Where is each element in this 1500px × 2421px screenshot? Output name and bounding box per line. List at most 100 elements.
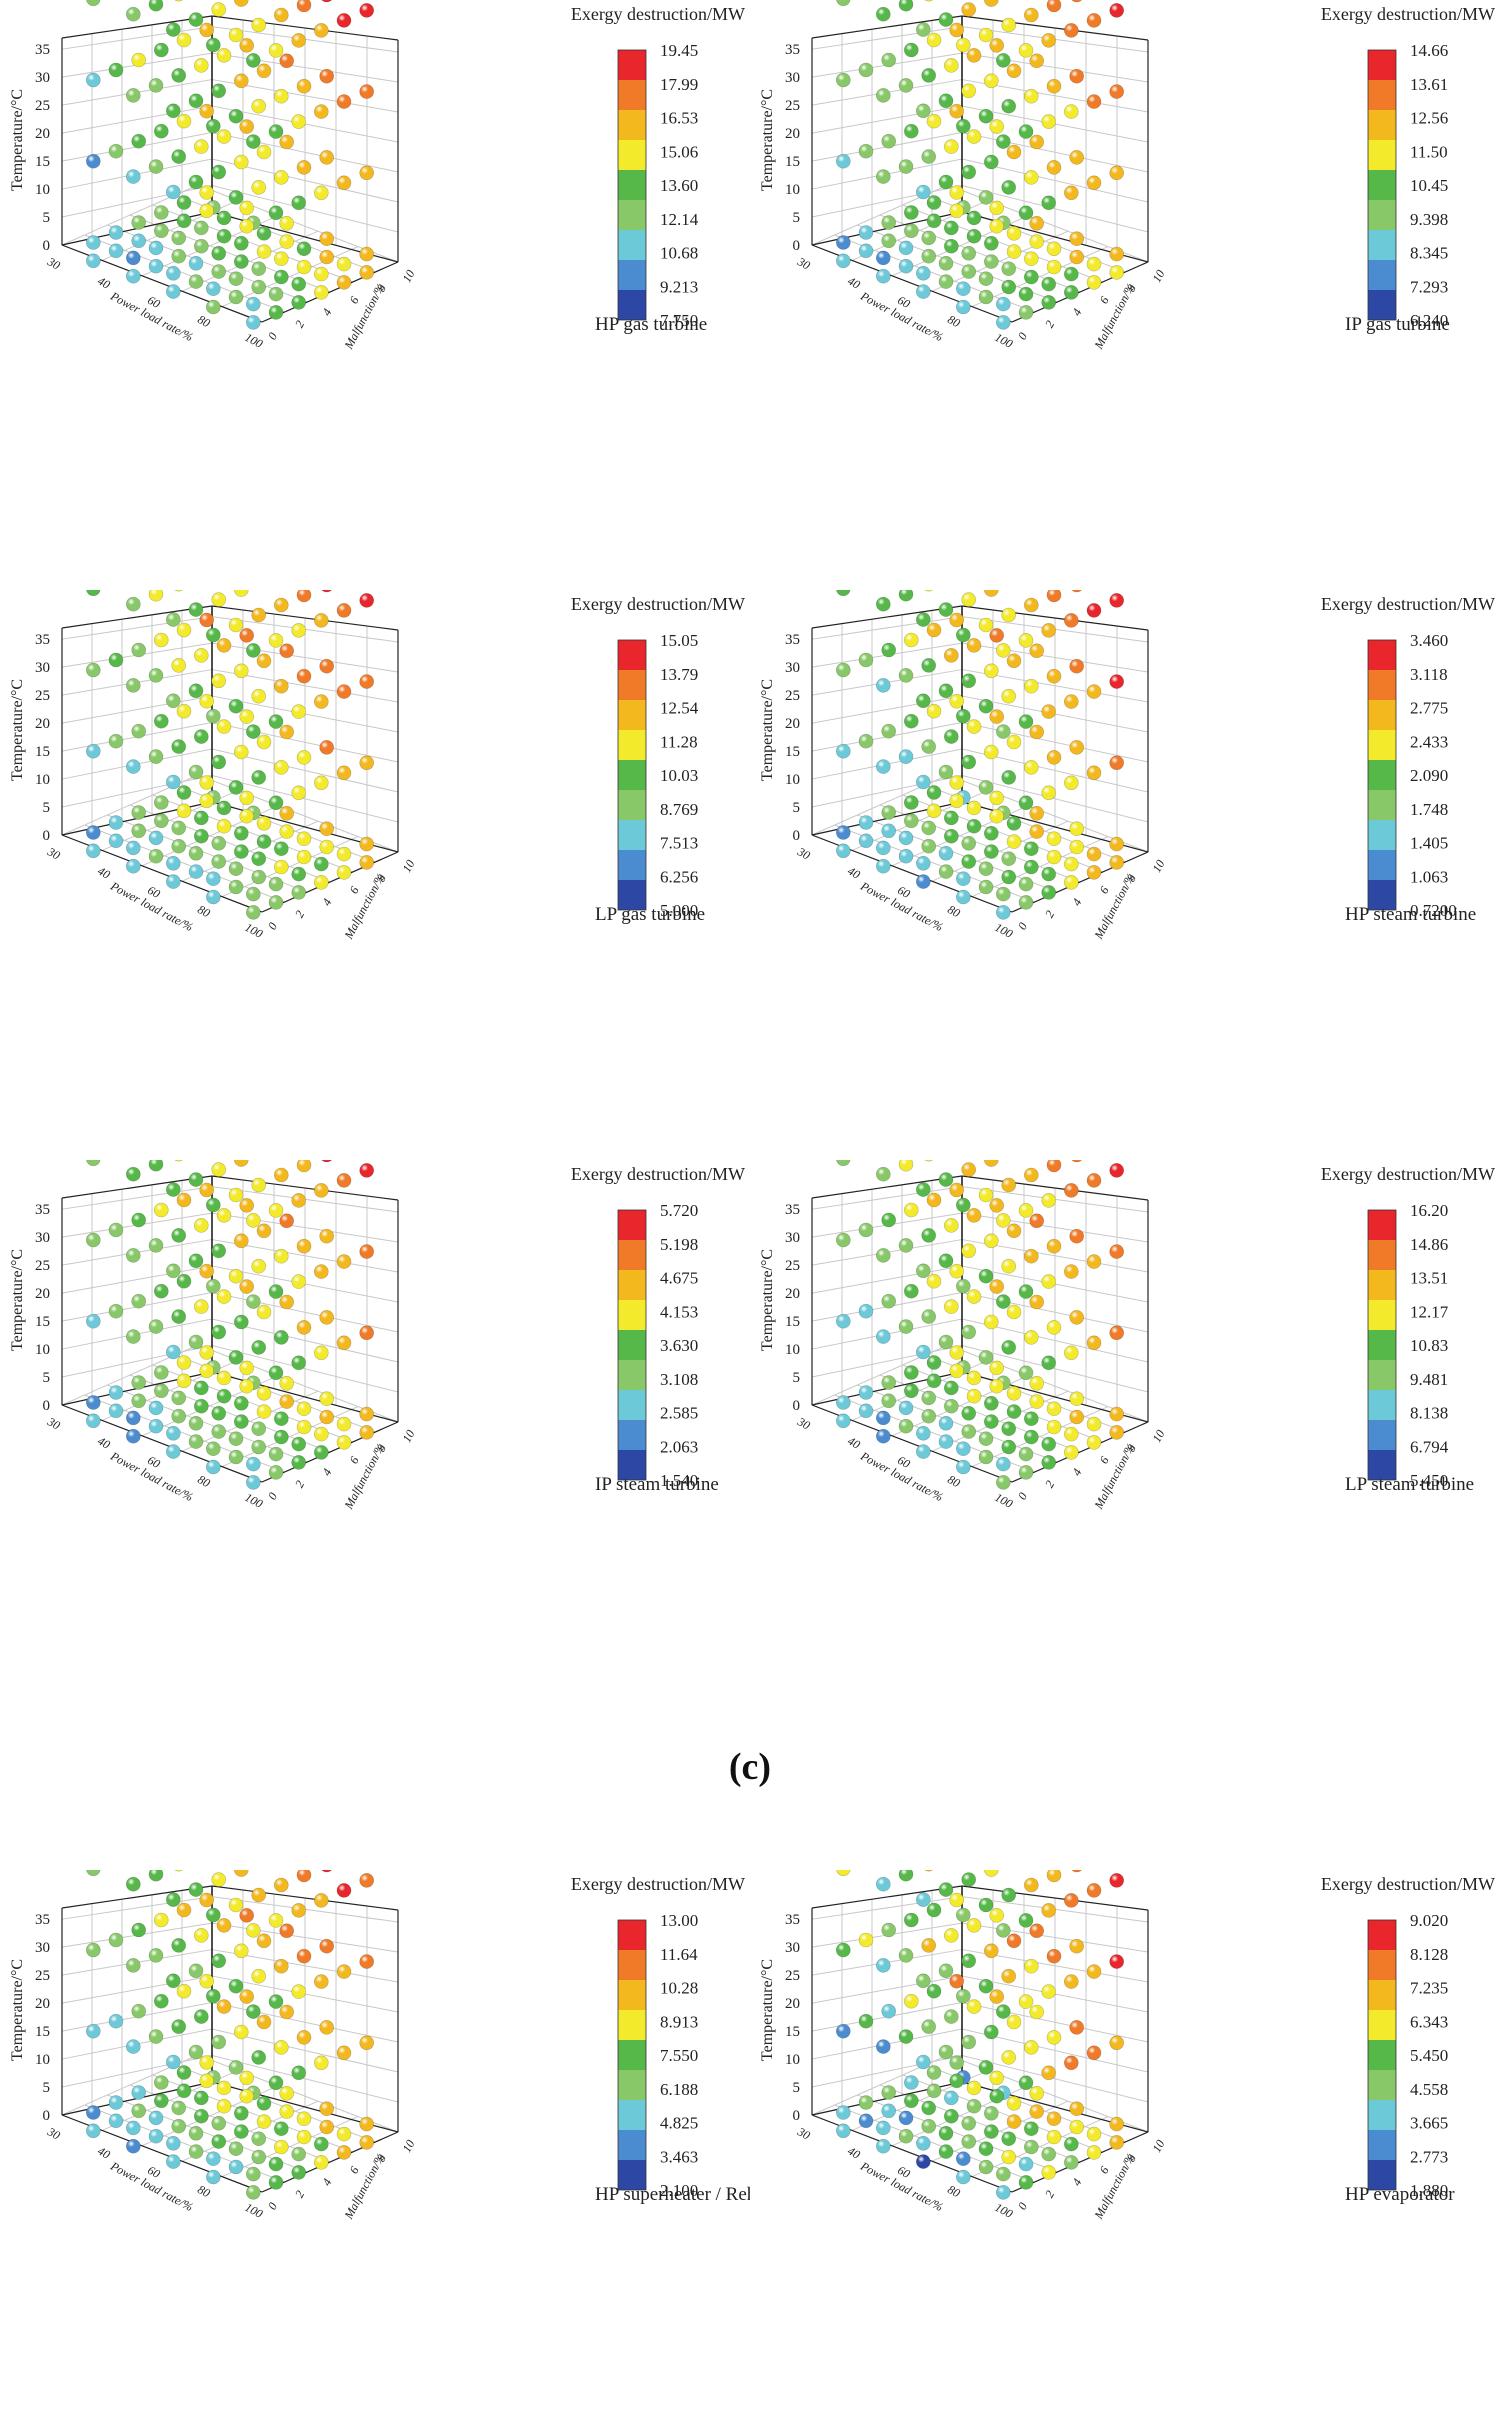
data-point [1041, 295, 1057, 310]
data-point [916, 2054, 931, 2070]
data-point [1023, 1429, 1039, 1445]
data-point [154, 42, 169, 58]
data-point [949, 1892, 964, 1908]
data-point [1001, 261, 1017, 277]
data-point [319, 249, 335, 265]
z-tick-label: 15 [785, 1314, 800, 1330]
data-point [836, 2105, 851, 2120]
data-point [984, 1414, 999, 1429]
data-point [1046, 0, 1062, 13]
z-tick-label: 5 [793, 2080, 801, 2096]
data-point [313, 1183, 329, 1198]
data-point [296, 1320, 312, 1335]
data-point [256, 653, 272, 669]
data-point [194, 139, 209, 154]
colorbar-segment [618, 140, 646, 170]
z-tick-label: 35 [35, 42, 50, 58]
data-point [291, 1355, 307, 1371]
data-point [984, 254, 999, 269]
x-tick-label: 30 [44, 844, 62, 862]
data-point [268, 1994, 284, 2009]
data-point [966, 129, 982, 144]
z-tick-label: 30 [785, 70, 800, 86]
data-point [296, 1870, 312, 1883]
data-point [176, 1983, 192, 1999]
data-point [211, 836, 226, 851]
data-point [1071, 1870, 1083, 1873]
data-point [904, 1283, 919, 1299]
data-point [319, 740, 335, 755]
data-point [234, 1943, 249, 1959]
colorbar-segment [1368, 290, 1396, 320]
data-point [268, 1913, 284, 1928]
data-point [176, 195, 192, 210]
x-tick-label: 40 [845, 1434, 862, 1452]
y-tick-label: 4 [1069, 2176, 1084, 2188]
data-point [926, 1355, 942, 1370]
chart-title: IP gas turbine [1345, 314, 1450, 335]
data-point [1063, 1445, 1079, 1460]
data-point [239, 119, 254, 134]
data-point [858, 143, 874, 159]
data-point [256, 1304, 272, 1320]
data-point [239, 1279, 254, 1294]
data-point [251, 279, 267, 295]
data-point [876, 1329, 891, 1344]
data-point [1041, 1436, 1057, 1452]
data-point [836, 743, 851, 759]
y-tick-label: 8 [374, 282, 389, 294]
data-point [279, 824, 295, 839]
data-point [944, 828, 959, 844]
data-point [1041, 1355, 1057, 1371]
data-point [836, 2023, 851, 2039]
data-point [1063, 775, 1079, 791]
data-point [1023, 269, 1039, 285]
data-point [984, 0, 999, 7]
data-point [154, 1383, 169, 1399]
data-point [966, 1388, 982, 1404]
data-point [234, 2124, 249, 2139]
data-point [188, 12, 204, 27]
data-point [194, 1218, 209, 1233]
data-point [1063, 1183, 1079, 1198]
x-tick-label: 100 [243, 920, 265, 941]
data-point [966, 2098, 982, 2114]
data-point [984, 826, 999, 841]
data-point [319, 1228, 335, 1244]
data-point [898, 590, 914, 602]
data-point [188, 93, 204, 109]
data-point [228, 1268, 244, 1284]
data-point [336, 1416, 352, 1432]
data-point [1006, 1386, 1022, 1401]
data-point [131, 823, 146, 839]
data-point [188, 845, 204, 861]
z-tick-label: 10 [785, 772, 800, 788]
data-point [188, 1434, 204, 1449]
data-point [1001, 279, 1017, 295]
data-point [296, 241, 312, 256]
data-points [836, 1870, 1125, 2200]
y-tick-label: 10 [1149, 268, 1167, 285]
data-point [989, 628, 1004, 643]
data-point [978, 861, 994, 877]
y-tick-label: 4 [1069, 1466, 1084, 1478]
z-axis-title: Temperature/°C [9, 89, 26, 191]
z-axis-title: Temperature/°C [759, 1959, 776, 2061]
data-point [1018, 1284, 1034, 1299]
data-point [246, 1294, 261, 1309]
colorbar-tick-label: 6.240 [1410, 311, 1448, 330]
data-point [336, 2045, 352, 2061]
data-point [956, 1907, 971, 1923]
data-point [961, 592, 976, 607]
data-point [916, 612, 931, 627]
data-point [1029, 134, 1045, 150]
y-tick-label: 0 [1015, 2200, 1030, 2212]
data-point [199, 185, 214, 200]
data-point [279, 1394, 295, 1409]
y-tick-label: 6 [346, 1454, 361, 1466]
data-point [1023, 1330, 1039, 1345]
data-point [296, 1419, 312, 1435]
data-point [291, 623, 307, 638]
data-point [921, 2100, 936, 2116]
data-point [194, 648, 209, 663]
